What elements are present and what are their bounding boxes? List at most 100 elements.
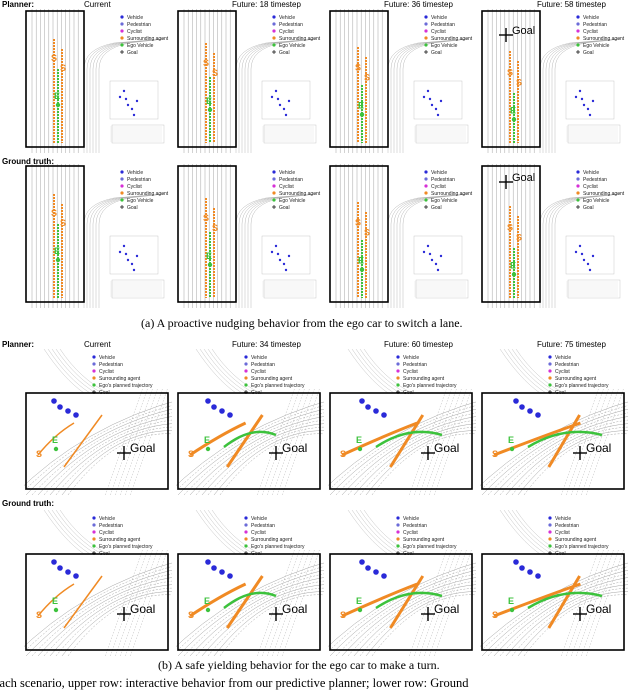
focus-box — [481, 165, 541, 303]
b-planner-2-goal-marker: Goal — [421, 441, 459, 460]
b-planner-2-legend-item-5: Goal — [403, 390, 414, 396]
surrounding-agent-label: S — [355, 63, 361, 73]
b-planner-0-legend-item-3: Surrounding agent — [99, 376, 141, 382]
a-planner-0-legend-item-1: Pedestrian — [127, 22, 151, 28]
figure-b-planner-panel-1: S E Vehicle Pedestrian Cyclist Surrounding ag… — [176, 349, 324, 495]
map-intersection — [328, 349, 476, 495]
a-gt-1-legend-item-5: Goal — [279, 205, 290, 211]
b-planner-2-legend-item-4: Ego's planned trajectory — [403, 383, 457, 389]
b-planner-0-legend-item-2: Cyclist — [99, 369, 114, 375]
a-planner-goal-label: Goal — [512, 25, 535, 37]
row-label-planner-b: Planner: — [2, 340, 35, 349]
a-planner-2-legend-item-2: Cyclist — [431, 29, 446, 35]
b-planner-2-legend-item-2: Cyclist — [403, 369, 418, 375]
figure-a-gt-panel-1: S S E Vehicle Pedestrian Cyclist Surrounding a… — [176, 164, 324, 308]
b-planner-3-legend-item-4: Ego's planned trajectory — [555, 383, 609, 389]
a-gt-0-legend-item-5: Goal — [127, 205, 138, 211]
b-planner-2-legend-item-0: Vehicle — [403, 355, 419, 361]
surrounding-agent-label: S — [188, 449, 194, 459]
a-gt-goal-label: Goal — [512, 172, 535, 184]
b-gt-3-legend-item-4: Ego's planned trajectory — [555, 544, 609, 550]
focus-box — [481, 553, 625, 651]
b-gt-1-legend-item-3: Surrounding agent — [251, 537, 293, 543]
map-intersection — [176, 510, 324, 656]
ego-vehicle-label: E — [358, 256, 364, 266]
panel-title-a-3: Future: 58 timestep — [537, 0, 606, 9]
a-gt-2-legend-item-1: Pedestrian — [431, 177, 455, 183]
b-planner-0-goal-label: Goal — [130, 441, 155, 455]
figure-b-planner-panel-3: S E Vehicle Pedestrian Cyclist Surrounding ag… — [480, 349, 628, 495]
surrounding-agent-label: S — [203, 58, 209, 68]
focus-box — [329, 10, 389, 148]
figure-a-planner-panel-1: S S E Vehicle Pedestrian Cyclist Surrounding a… — [176, 9, 324, 153]
ego-vehicle-label: E — [356, 435, 362, 445]
a-gt-1-legend-item-4: Ego Vehicle — [279, 198, 306, 204]
map-intersection — [480, 510, 628, 656]
focus-box — [481, 392, 625, 490]
b-planner-2-legend-item-3: Surrounding agent — [403, 376, 445, 382]
figure-b-gt-panel-2: S E Vehicle Pedestrian Cyclist Surrounding ag… — [328, 510, 476, 656]
surrounding-agent-label: S — [507, 67, 513, 77]
a-planner-3-legend-item-5: Goal — [583, 50, 594, 56]
b-gt-1-legend-item-0: Vehicle — [251, 516, 267, 522]
a-gt-0-legend-item-1: Pedestrian — [127, 177, 151, 183]
b-gt-2-goal-marker: Goal — [421, 602, 459, 621]
a-gt-2-legend-item-0: Vehicle — [431, 170, 447, 176]
b-planner-3-legend-item-5: Goal — [555, 390, 566, 396]
b-gt-1-legend-item-2: Cyclist — [251, 530, 266, 536]
focus-box — [25, 392, 169, 490]
b-planner-1-legend-item-2: Cyclist — [251, 369, 266, 375]
a-gt-3-legend-item-1: Pedestrian — [583, 177, 607, 183]
a-gt-3-legend-item-5: Goal — [583, 205, 594, 211]
panel-title-a-1: Future: 18 timestep — [232, 0, 301, 9]
a-planner-0-legend-item-2: Cyclist — [127, 29, 142, 35]
b-planner-1-legend-item-5: Goal — [251, 390, 262, 396]
b-planner-3-legend-item-0: Vehicle — [555, 355, 571, 361]
a-planner-2-legend-item-0: Vehicle — [431, 15, 447, 21]
a-planner-3-legend-item-0: Vehicle — [583, 15, 599, 21]
b-planner-0-legend-item-0: Vehicle — [99, 355, 115, 361]
b-planner-0-legend-item-5: Goal — [99, 390, 110, 396]
surrounding-agent-label: S — [340, 610, 346, 620]
focus-box — [329, 553, 473, 651]
a-gt-1-legend-item-1: Pedestrian — [279, 177, 303, 183]
surrounding-agent-label: S — [355, 218, 361, 228]
focus-box — [25, 10, 85, 148]
map-intersection — [24, 349, 172, 495]
b-planner-1-legend-item-4: Ego's planned trajectory — [251, 383, 305, 389]
b-gt-3-legend-item-0: Vehicle — [555, 516, 571, 522]
map-lanes — [183, 164, 317, 308]
map-lanes — [183, 9, 317, 153]
b-gt-2-legend-item-3: Surrounding agent — [403, 537, 445, 543]
map-intersection — [480, 349, 628, 495]
b-planner-3-legend-item-1: Pedestrian — [555, 362, 579, 368]
a-gt-1-legend-item-0: Vehicle — [279, 170, 295, 176]
b-gt-3-legend-item-5: Goal — [555, 551, 566, 557]
surrounding-agent-label: S — [507, 222, 513, 232]
b-gt-3-legend-item-3: Surrounding agent — [555, 537, 597, 543]
figure-b-planner-row: S E Vehicle Pedestrian Cyclist Surrounding ag… — [24, 349, 632, 495]
ego-vehicle-label: E — [204, 435, 210, 445]
row-label-gt-a: Ground truth: — [2, 157, 54, 166]
b-planner-1-legend-item-0: Vehicle — [251, 355, 267, 361]
figure-a-planner-row: S S E Vehicle Pedestrian Cyclist Surrounding a… — [24, 9, 632, 153]
ego-vehicle-label: E — [508, 435, 514, 445]
a-planner-3-legend-item-2: Cyclist — [583, 29, 598, 35]
a-planner-2-legend-item-3: Surrounding agent — [431, 36, 473, 42]
a-gt-2-legend-item-2: Cyclist — [431, 184, 446, 190]
a-planner-1-legend-item-0: Vehicle — [279, 15, 295, 21]
b-gt-0-legend-item-4: Ego's planned trajectory — [99, 544, 153, 550]
surrounding-agent-label: S — [36, 449, 42, 459]
figure-b-planner-panel-0: S E Vehicle Pedestrian Cyclist Surrounding ag… — [24, 349, 172, 495]
figure-b-gt-panel-0: S E Vehicle Pedestrian Cyclist Surrounding ag… — [24, 510, 172, 656]
surrounding-agent-label: S — [203, 213, 209, 223]
ego-vehicle-label: E — [508, 596, 514, 606]
